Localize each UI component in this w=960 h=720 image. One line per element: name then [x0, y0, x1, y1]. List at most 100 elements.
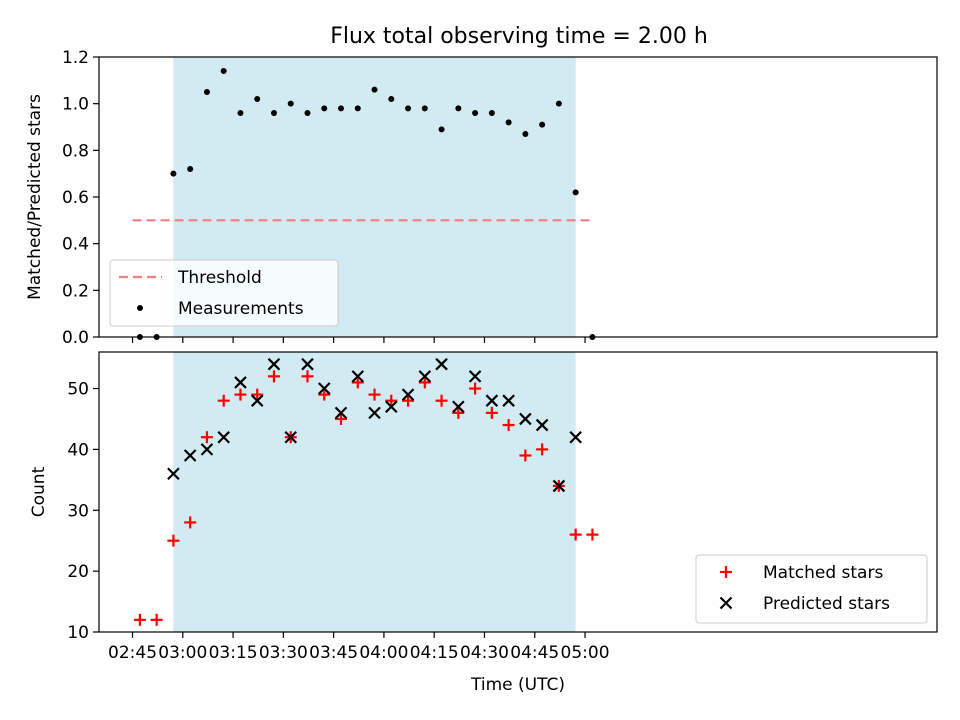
matched-stars-point — [133, 613, 146, 626]
measurement-point — [421, 105, 428, 112]
y-tick-label: 1.0 — [62, 95, 89, 115]
measurement-point — [187, 166, 194, 172]
matched-stars-point — [452, 406, 465, 419]
matched-stars-point — [435, 394, 448, 407]
matched-stars-point — [318, 388, 331, 401]
legend-predicted-label: Predicted stars — [763, 594, 890, 614]
predicted-stars-point — [301, 357, 314, 371]
measurement-point — [505, 119, 512, 126]
predicted-stars-point — [435, 357, 448, 371]
matched-stars-point — [335, 412, 348, 425]
ratio-x-ticks — [131, 337, 586, 343]
matched-stars-point — [301, 370, 314, 383]
ratio-panel: 0.0 0.2 0.4 0.6 0.8 1.0 1.2 Matched/Predicted … — [25, 48, 938, 348]
measurement-point — [388, 96, 395, 102]
y-tick-label: 50 — [67, 380, 89, 400]
y-tick-label: 30 — [67, 501, 89, 521]
measurement-point — [338, 105, 345, 112]
x-tick-label: 04:00 — [359, 643, 408, 663]
matched-stars-point — [267, 370, 280, 383]
predicted-stars-point — [452, 400, 465, 414]
predicted-stars-point — [267, 357, 281, 371]
count-legend: Matched stars Predicted stars — [695, 554, 928, 624]
matched-stars-point — [519, 449, 532, 462]
measurement-point — [371, 86, 378, 93]
measurement-point — [220, 68, 227, 74]
matched-stars-point — [502, 419, 515, 432]
measurement-point — [539, 121, 546, 128]
predicted-stars-point — [200, 443, 214, 456]
matched-stars-point — [385, 394, 398, 407]
matched-stars-point — [184, 516, 197, 529]
measurement-point — [254, 96, 261, 102]
ratio-legend-box — [109, 259, 339, 327]
y-tick-label: 1.2 — [62, 48, 89, 68]
measurement-point — [522, 131, 529, 137]
predicted-stars-point — [569, 430, 582, 444]
count-panel: 10 20 30 40 50 02:45 03:00 03:15 03:30 03:45 04:0… — [29, 351, 938, 695]
measurement-point — [270, 110, 277, 116]
matched-stars-point — [536, 443, 549, 456]
x-tick-label: 03:15 — [209, 643, 258, 663]
y-tick-label: 10 — [67, 623, 89, 643]
legend-measurements-swatch — [137, 305, 143, 311]
predicted-stars-point — [334, 406, 348, 420]
predicted-stars-point — [351, 370, 365, 383]
count-x-ticks: 02:45 03:00 03:15 03:30 03:45 04:00 04:15 04:30… — [108, 632, 610, 663]
measurement-point — [203, 89, 210, 95]
count-y-axis-label: Count — [29, 466, 49, 517]
matched-stars-point — [150, 613, 163, 626]
matched-stars-point — [368, 388, 381, 401]
measurement-point — [472, 110, 479, 116]
measurement-point — [304, 110, 311, 116]
predicted-stars-point — [401, 388, 415, 401]
y-tick-label: 0.2 — [62, 281, 89, 301]
measurement-point — [455, 105, 462, 112]
measurement-point — [438, 126, 445, 133]
time-x-axis-label: Time (UTC) — [470, 675, 565, 695]
x-tick-label: 04:30 — [460, 643, 509, 663]
matched-stars-point — [418, 376, 431, 389]
predicted-stars-point — [284, 430, 298, 444]
predicted-stars-point — [418, 370, 432, 383]
predicted-stars-point — [552, 479, 566, 493]
ratio-y-axis-label: Matched/Predicted stars — [25, 94, 45, 300]
matched-stars-point — [351, 376, 364, 389]
matched-stars-point — [234, 388, 247, 401]
x-tick-label: 03:45 — [309, 643, 358, 663]
matched-stars-point — [485, 406, 498, 419]
measurement-point — [287, 100, 294, 107]
x-tick-label: 05:00 — [561, 643, 610, 663]
matched-stars-point — [167, 534, 180, 547]
legend-matched-swatch — [720, 566, 732, 578]
measurement-point — [405, 105, 412, 112]
predicted-stars-point — [250, 394, 264, 407]
x-tick-label: 04:45 — [510, 643, 559, 663]
measurement-point — [555, 100, 562, 107]
y-tick-label: 0.0 — [62, 328, 89, 348]
matched-stars-point — [200, 431, 213, 444]
count-legend-box — [695, 554, 928, 624]
predicted-stars-point — [317, 382, 331, 395]
x-tick-label: 02:45 — [108, 643, 157, 663]
y-tick-label: 20 — [67, 562, 89, 582]
matched-stars-point — [217, 394, 230, 407]
ratio-y-ticks: 0.0 0.2 0.4 0.6 0.8 1.0 1.2 — [62, 48, 99, 348]
matched-stars-point — [402, 394, 415, 407]
predicted-stars-point — [385, 400, 398, 414]
matched-stars-point — [569, 528, 582, 541]
predicted-stars-point — [535, 418, 549, 432]
legend-predicted-swatch — [719, 596, 733, 610]
predicted-stars-point — [183, 449, 197, 462]
x-tick-label: 03:30 — [259, 643, 308, 663]
chart-title: Flux total observing time = 2.00 h — [330, 24, 708, 49]
y-tick-label: 0.6 — [62, 188, 89, 208]
ratio-legend: Threshold Measurements — [109, 259, 339, 327]
legend-threshold-label: Threshold — [177, 268, 262, 288]
predicted-stars-point — [485, 394, 499, 407]
count-marks — [133, 357, 599, 626]
measurement-point — [572, 189, 579, 196]
predicted-stars-point — [502, 394, 515, 407]
count-y-ticks: 10 20 30 40 50 — [67, 380, 99, 643]
